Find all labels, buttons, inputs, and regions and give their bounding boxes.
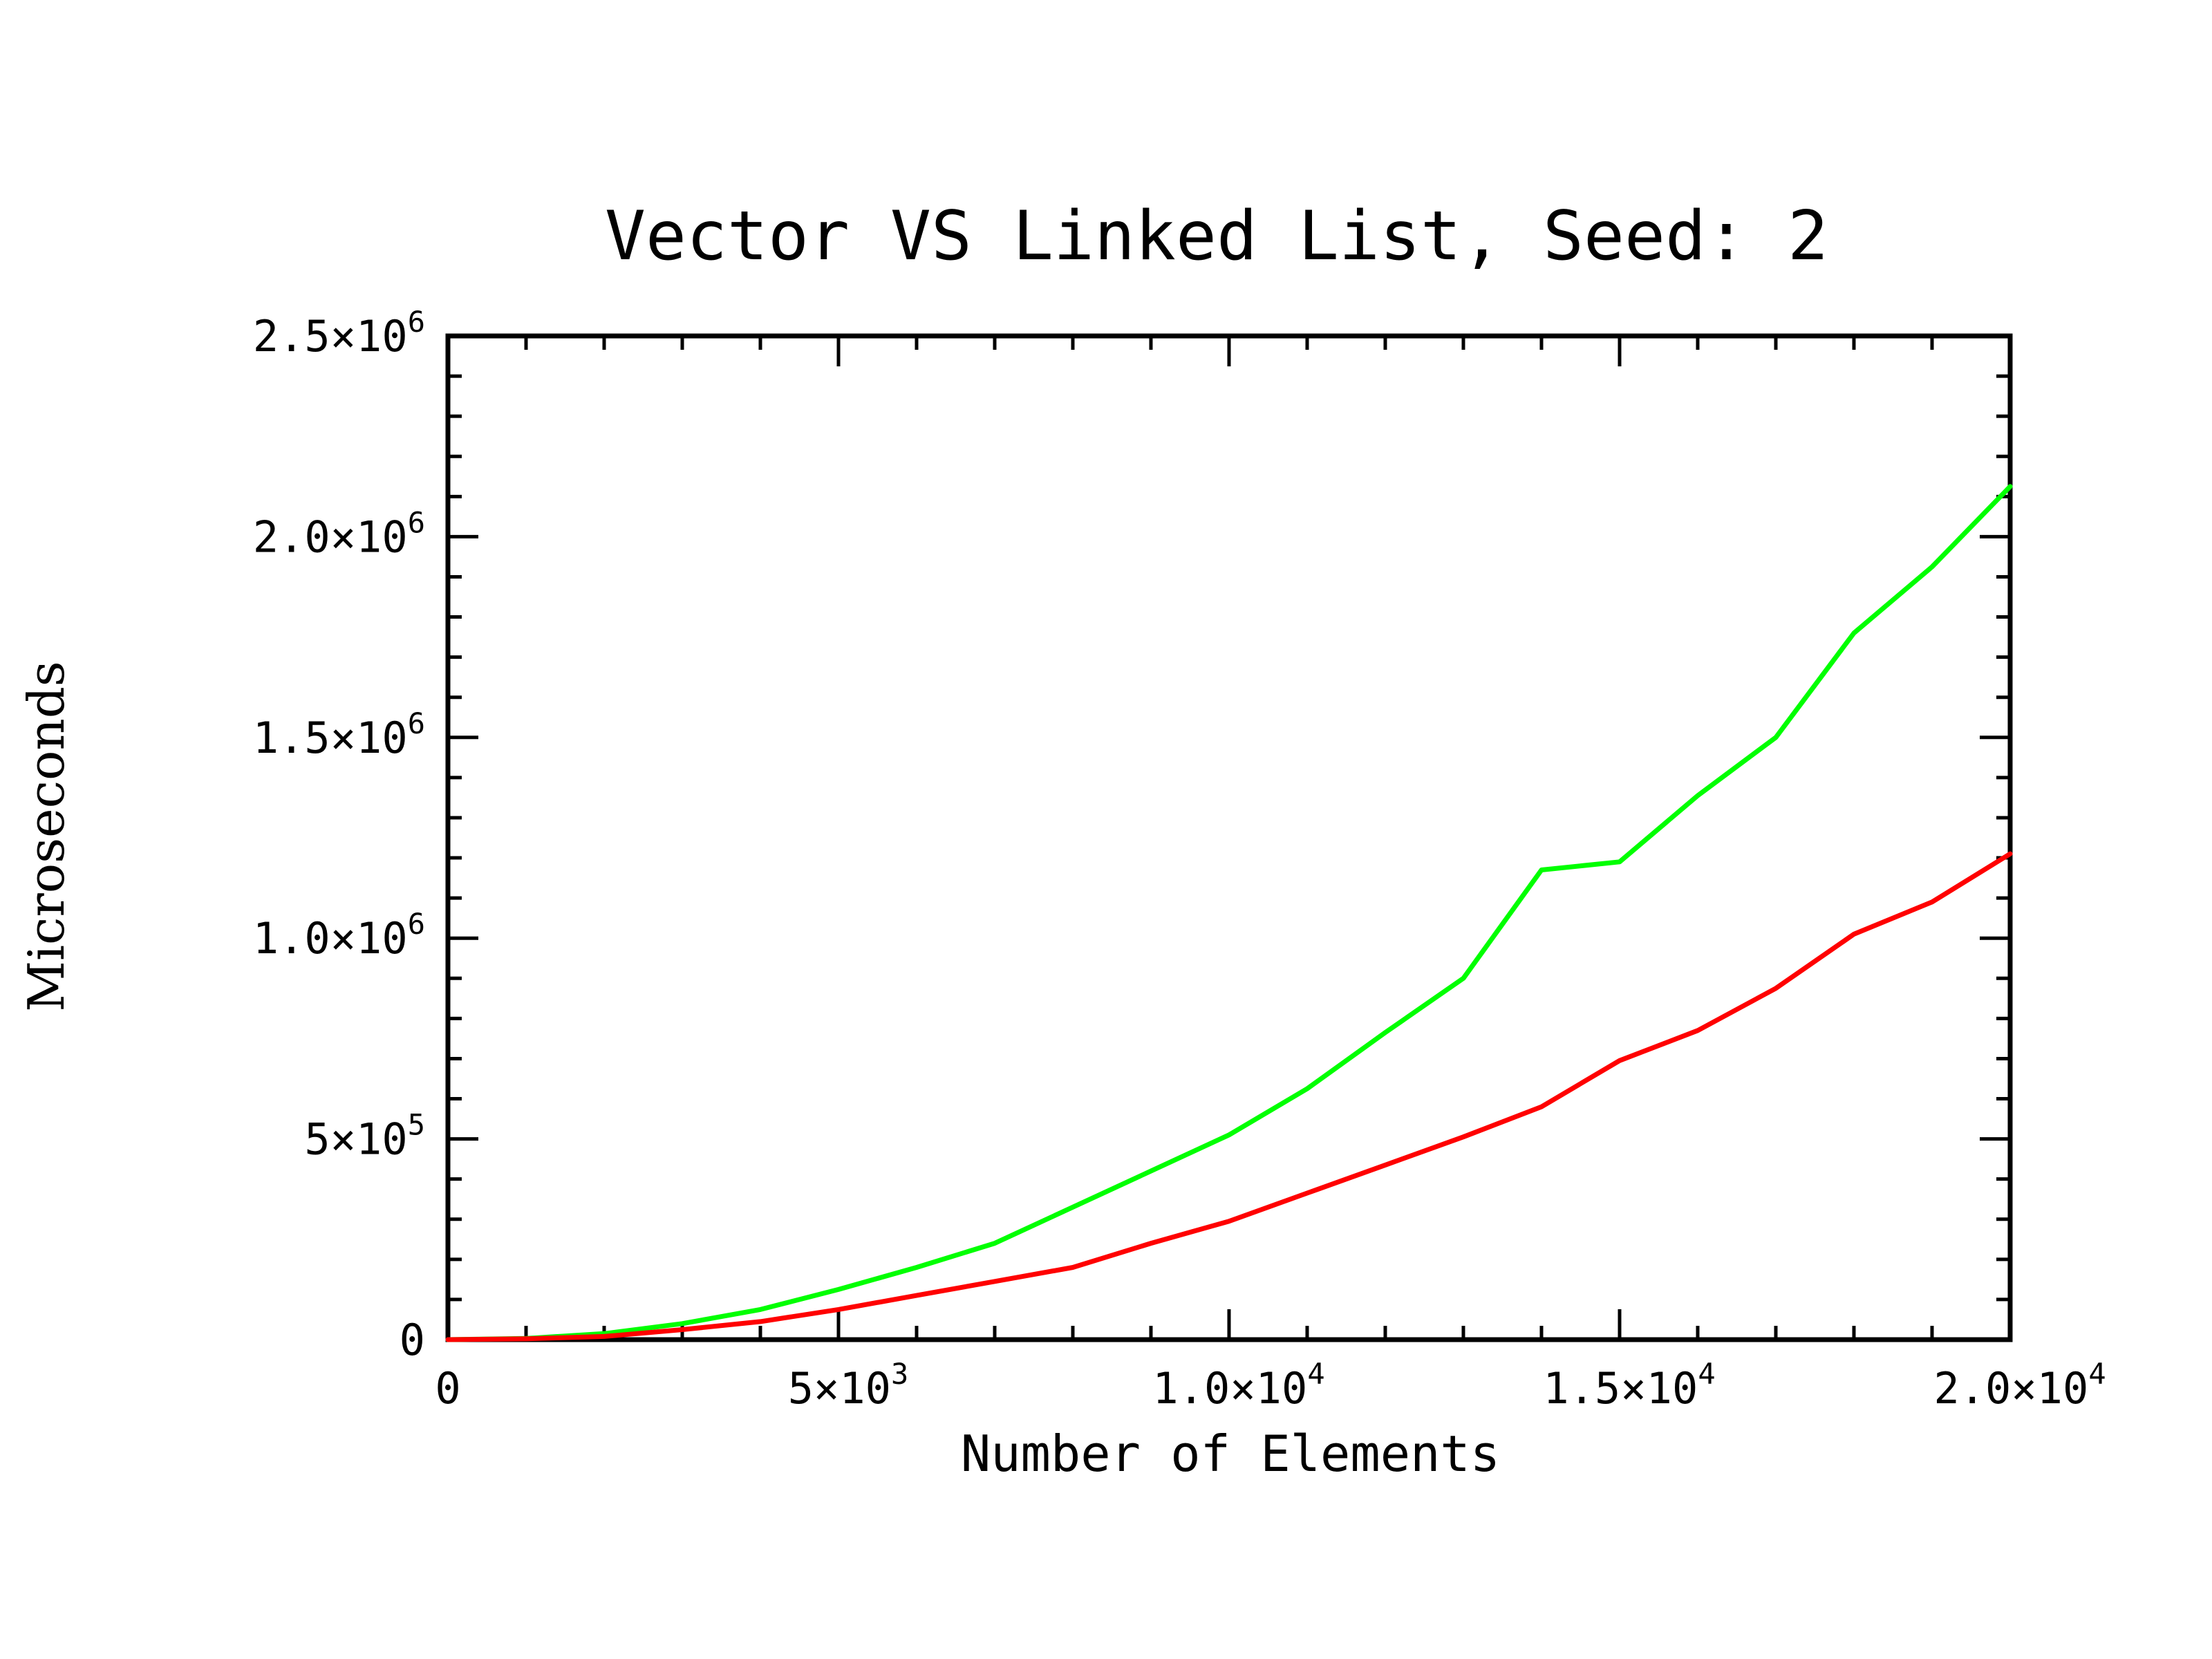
y-axis-label: Microseconds <box>17 661 75 1011</box>
x-tick-label: 1.0×104 <box>1152 1357 1324 1414</box>
y-tick-label: 2.5×106 <box>253 305 425 362</box>
y-tick-label: 5×105 <box>304 1108 425 1165</box>
y-tick-label: 2.0×106 <box>253 505 425 562</box>
plot-area <box>445 333 2013 1342</box>
series-line-1 <box>445 484 2013 1342</box>
series-group <box>445 484 2013 1342</box>
y-tick-label: 1.5×106 <box>253 706 425 763</box>
x-tick-label: 5×103 <box>788 1357 909 1414</box>
x-tick-labels: 0 5×103 1.0×104 1.5×104 2.0×104 <box>435 1357 2106 1414</box>
series-line-2 <box>445 851 2013 1342</box>
y-tick-label: 1.0×106 <box>253 907 425 964</box>
y-tick-labels: 0 5×105 1.0×106 1.5×106 2.0×106 2.5×106 <box>253 305 425 1365</box>
plot-frame <box>445 333 2013 1342</box>
x-axis-label: Number of Elements <box>961 1425 1500 1483</box>
axis-ticks <box>446 334 2012 1342</box>
x-tick-label: 1.5×104 <box>1543 1357 1715 1414</box>
x-tick-label: 2.0×104 <box>1933 1357 2106 1414</box>
x-tick-label: 0 <box>435 1363 460 1414</box>
y-tick-label: 0 <box>400 1315 425 1365</box>
chart-title: Vector VS Linked List, Seed: 2 <box>605 197 1828 276</box>
